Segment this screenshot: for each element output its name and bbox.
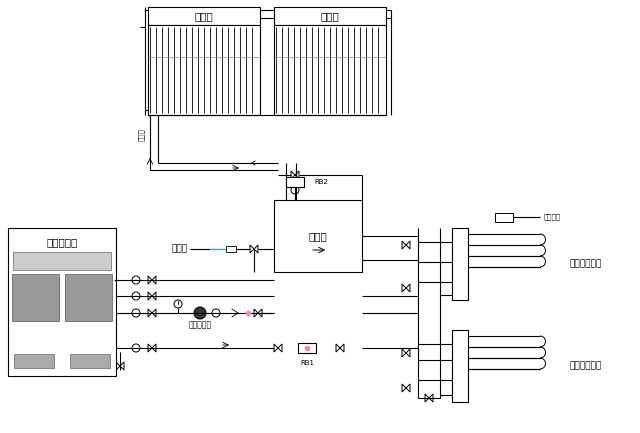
Text: 调节阀: 调节阀: [308, 231, 328, 241]
Bar: [274, 200, 362, 272]
Circle shape: [194, 307, 206, 319]
Bar: [452, 228, 468, 300]
Bar: [274, 7, 386, 25]
Bar: [286, 177, 304, 187]
Text: 空气源热泵: 空气源热泵: [46, 237, 77, 247]
Bar: [65, 274, 112, 321]
Bar: [298, 343, 316, 353]
Bar: [452, 330, 468, 402]
Circle shape: [132, 309, 140, 317]
Text: 太阳能: 太阳能: [195, 11, 213, 21]
Bar: [8, 228, 116, 376]
Circle shape: [132, 344, 140, 352]
Text: 一层地暖盘管: 一层地暖盘管: [570, 362, 602, 371]
Bar: [12, 274, 59, 321]
Text: 室内温度: 室内温度: [544, 214, 561, 220]
Circle shape: [174, 300, 182, 308]
Circle shape: [212, 309, 220, 317]
Bar: [226, 246, 236, 252]
Bar: [495, 213, 513, 222]
Text: 热泵循环泵: 热泵循环泵: [188, 320, 212, 330]
Circle shape: [291, 186, 299, 194]
Bar: [13, 252, 111, 270]
Bar: [148, 7, 260, 25]
Text: 升热水: 升热水: [138, 129, 144, 142]
Circle shape: [132, 276, 140, 284]
Text: 自来水: 自来水: [172, 245, 188, 253]
Text: 二层地暖盘管: 二层地暖盘管: [570, 259, 602, 268]
Circle shape: [132, 292, 140, 300]
Text: RB1: RB1: [300, 360, 314, 366]
Bar: [148, 25, 260, 115]
Bar: [274, 25, 386, 115]
Text: RB2: RB2: [314, 179, 328, 185]
Bar: [14, 354, 54, 368]
Bar: [70, 354, 110, 368]
Text: 太阳能: 太阳能: [321, 11, 339, 21]
